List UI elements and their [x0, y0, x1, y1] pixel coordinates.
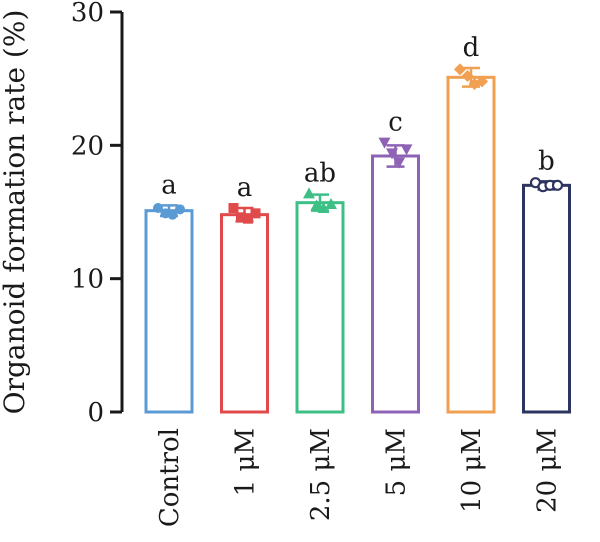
y-tick-label: 10	[71, 265, 104, 295]
data-point	[236, 212, 246, 223]
bar	[522, 183, 571, 414]
significance-label: a	[237, 173, 253, 203]
x-tick-label: 2.5 μM	[306, 428, 336, 521]
data-point	[317, 202, 330, 213]
significance-label: d	[463, 33, 480, 63]
x-tick-label: 20 μM	[533, 428, 563, 513]
y-tick-label: 20	[71, 131, 104, 161]
x-axis-category-labels: Control 1 μM 2.5 μM 5 μM 10 μM 20 μM	[155, 428, 563, 527]
bar-group: b	[522, 146, 571, 414]
data-point	[310, 199, 323, 211]
significance-label: ab	[304, 158, 336, 188]
x-tick-label: 1 μM	[231, 428, 261, 496]
data-point	[461, 70, 474, 82]
data-point	[400, 144, 413, 156]
significance-label: c	[388, 108, 403, 138]
x-tick-label: Control	[155, 428, 185, 527]
bar-group: a	[220, 173, 269, 414]
bar-group: c	[371, 108, 420, 414]
data-point	[167, 209, 178, 220]
data-point	[551, 179, 564, 191]
data-point	[153, 203, 163, 213]
bar-group: d	[446, 33, 496, 414]
data-point	[303, 187, 315, 199]
y-axis-label: Organoid formation rate (%)	[0, 10, 31, 415]
data-point	[386, 148, 398, 160]
significance-label: a	[161, 170, 177, 200]
bar	[446, 75, 496, 414]
data-point	[250, 208, 261, 219]
bar-group: a	[144, 170, 194, 414]
data-point	[243, 213, 253, 224]
x-tick-label: 5 μM	[382, 428, 412, 496]
y-tick-label: 0	[87, 398, 104, 428]
bar	[220, 213, 269, 414]
significance-label: b	[538, 146, 555, 176]
x-tick-label: 10 μM	[457, 428, 487, 513]
data-point	[228, 203, 239, 213]
y-axis: 0 10 20 30	[71, 0, 124, 428]
y-tick-label: 30	[71, 0, 104, 28]
data-point	[325, 198, 337, 209]
bars: a a ab c d b	[144, 33, 571, 414]
data-point	[393, 157, 405, 169]
data-point	[378, 137, 391, 149]
bar	[295, 201, 345, 414]
bar-group: ab	[295, 158, 345, 414]
bar	[144, 209, 194, 414]
data-point	[175, 204, 185, 215]
bar	[371, 154, 420, 414]
data-point	[454, 63, 466, 76]
data-point	[476, 75, 488, 88]
